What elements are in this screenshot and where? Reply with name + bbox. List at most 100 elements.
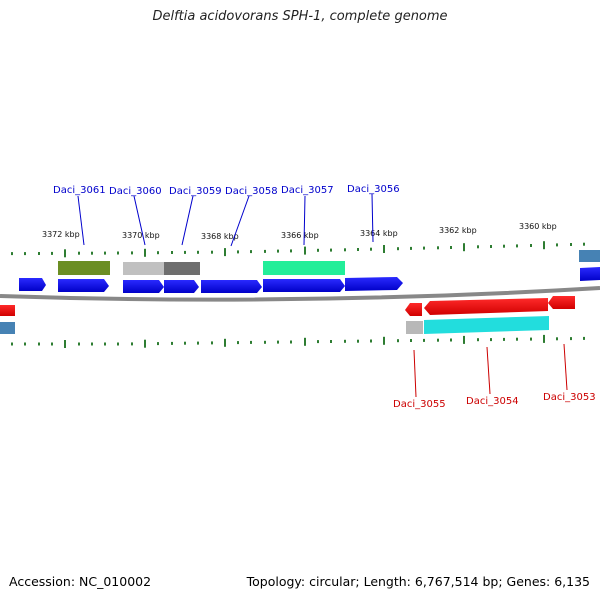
gene-arrow-daci3061[interactable] [58,279,109,292]
gene-arrow-left-edge[interactable] [0,305,15,316]
scale-tick [344,248,346,252]
scale-tick [463,243,465,252]
scale-tick [543,334,545,343]
scale-tick [224,338,226,347]
gene-arrow-daci3059[interactable] [164,280,199,293]
feature-block-darkgray[interactable] [164,262,200,275]
scale-tick [383,336,385,345]
gene-arrow-forward[interactable] [19,278,46,291]
feature-block-steelblue-right[interactable] [579,250,600,262]
scale-tick [157,342,159,346]
scale-label-3362: 3362 kbp [439,226,477,235]
gene-label-daci3058[interactable]: Daci_3058 [225,186,278,197]
scale-tick [556,337,558,341]
leader-daci3059 [181,195,194,246]
scale-label-3364: 3364 kbp [360,229,398,238]
leader-daci3057 [303,195,306,246]
scale-tick [250,250,252,254]
leader-daci3058 [230,195,250,247]
scale-tick [104,342,106,346]
gene-label-daci3055[interactable]: Daci_3055 [393,399,446,410]
scale-tick [64,249,66,258]
scale-tick [184,341,186,345]
leader-daci3060 [133,195,146,246]
scale-tick [78,342,80,346]
feature-block-cyan[interactable] [424,316,549,334]
scale-tick [477,245,479,249]
scale-tick [38,342,40,346]
scale-tick [383,245,385,253]
gene-label-daci3053[interactable]: Daci_3053 [543,392,596,403]
scale-label-3370: 3370 kbp [122,231,160,240]
scale-tick [317,340,319,344]
scale-tick [91,251,93,255]
gene-arrow-daci3056[interactable] [345,277,403,291]
scale-tick [556,243,558,247]
feature-block-steelblue-left[interactable] [0,322,15,334]
scale-tick [423,246,425,250]
scale-label-3360: 3360 kbp [519,222,557,231]
scale-tick [490,245,492,248]
leader-daci3056 [371,193,374,243]
scale-tick [290,340,292,344]
scale-tick [171,341,173,345]
scale-tick [357,248,359,251]
scale-tick [277,340,279,344]
scale-tick [211,250,213,254]
gene-arrow-right-edge[interactable] [580,267,600,281]
gene-arrow-daci3060[interactable] [123,280,164,293]
scale-tick [450,246,452,249]
gene-label-daci3057[interactable]: Daci_3057 [281,185,334,196]
scale-tick [397,247,399,251]
feature-block-aquamarine[interactable] [263,261,345,275]
scale-tick [64,340,66,348]
gene-arrow-daci3054[interactable] [424,298,548,315]
gene-label-daci3060[interactable]: Daci_3060 [109,186,162,197]
scale-ticks-top [11,241,585,258]
scale-tick [38,252,40,255]
gene-arrow-daci3057[interactable] [263,279,345,292]
gene-label-daci3054[interactable]: Daci_3054 [466,396,519,407]
scale-tick [570,337,572,341]
scale-tick [357,339,359,343]
scale-tick [104,251,106,255]
gene-label-daci3061[interactable]: Daci_3061 [53,185,106,196]
scale-tick [184,250,186,254]
scale-label-3372: 3372 kbp [42,230,80,239]
scale-tick [344,339,346,343]
scale-tick [410,246,412,250]
scale-tick [463,335,465,344]
scale-tick [117,342,119,346]
genome-summary-text: Topology: circular; Length: 6,767,514 bp… [246,574,590,589]
scale-ticks-bottom [11,334,585,348]
feature-block-lightgray[interactable] [123,262,164,275]
scale-tick [211,341,213,345]
scale-tick [237,250,239,254]
scale-tick [583,242,585,246]
scale-tick [516,337,518,341]
gene-arrow-daci3058[interactable] [201,280,262,293]
scale-tick [197,250,199,254]
scale-tick [144,248,146,257]
scale-tick [490,338,492,342]
scale-tick [330,340,332,343]
feature-block-gray-lower[interactable] [406,321,423,334]
scale-tick [24,342,26,346]
scale-tick [277,249,279,253]
scale-tick [410,339,412,342]
gene-arrow-daci3053[interactable] [548,296,575,309]
leader-daci3061 [77,195,85,246]
feature-block-olive[interactable] [58,261,110,275]
scale-tick [583,336,585,340]
scale-tick [570,243,572,246]
map-title: Delftia acidovorans SPH-1, complete geno… [152,9,448,24]
scale-tick [264,340,266,344]
gene-label-daci3059[interactable]: Daci_3059 [169,186,222,197]
scale-tick [117,251,119,255]
gene-label-daci3056[interactable]: Daci_3056 [347,184,400,195]
genome-backbone [0,286,600,302]
scale-tick [51,251,53,255]
scale-tick [91,342,93,346]
gene-arrow-daci3055[interactable] [405,303,422,316]
scale-tick [370,339,372,343]
